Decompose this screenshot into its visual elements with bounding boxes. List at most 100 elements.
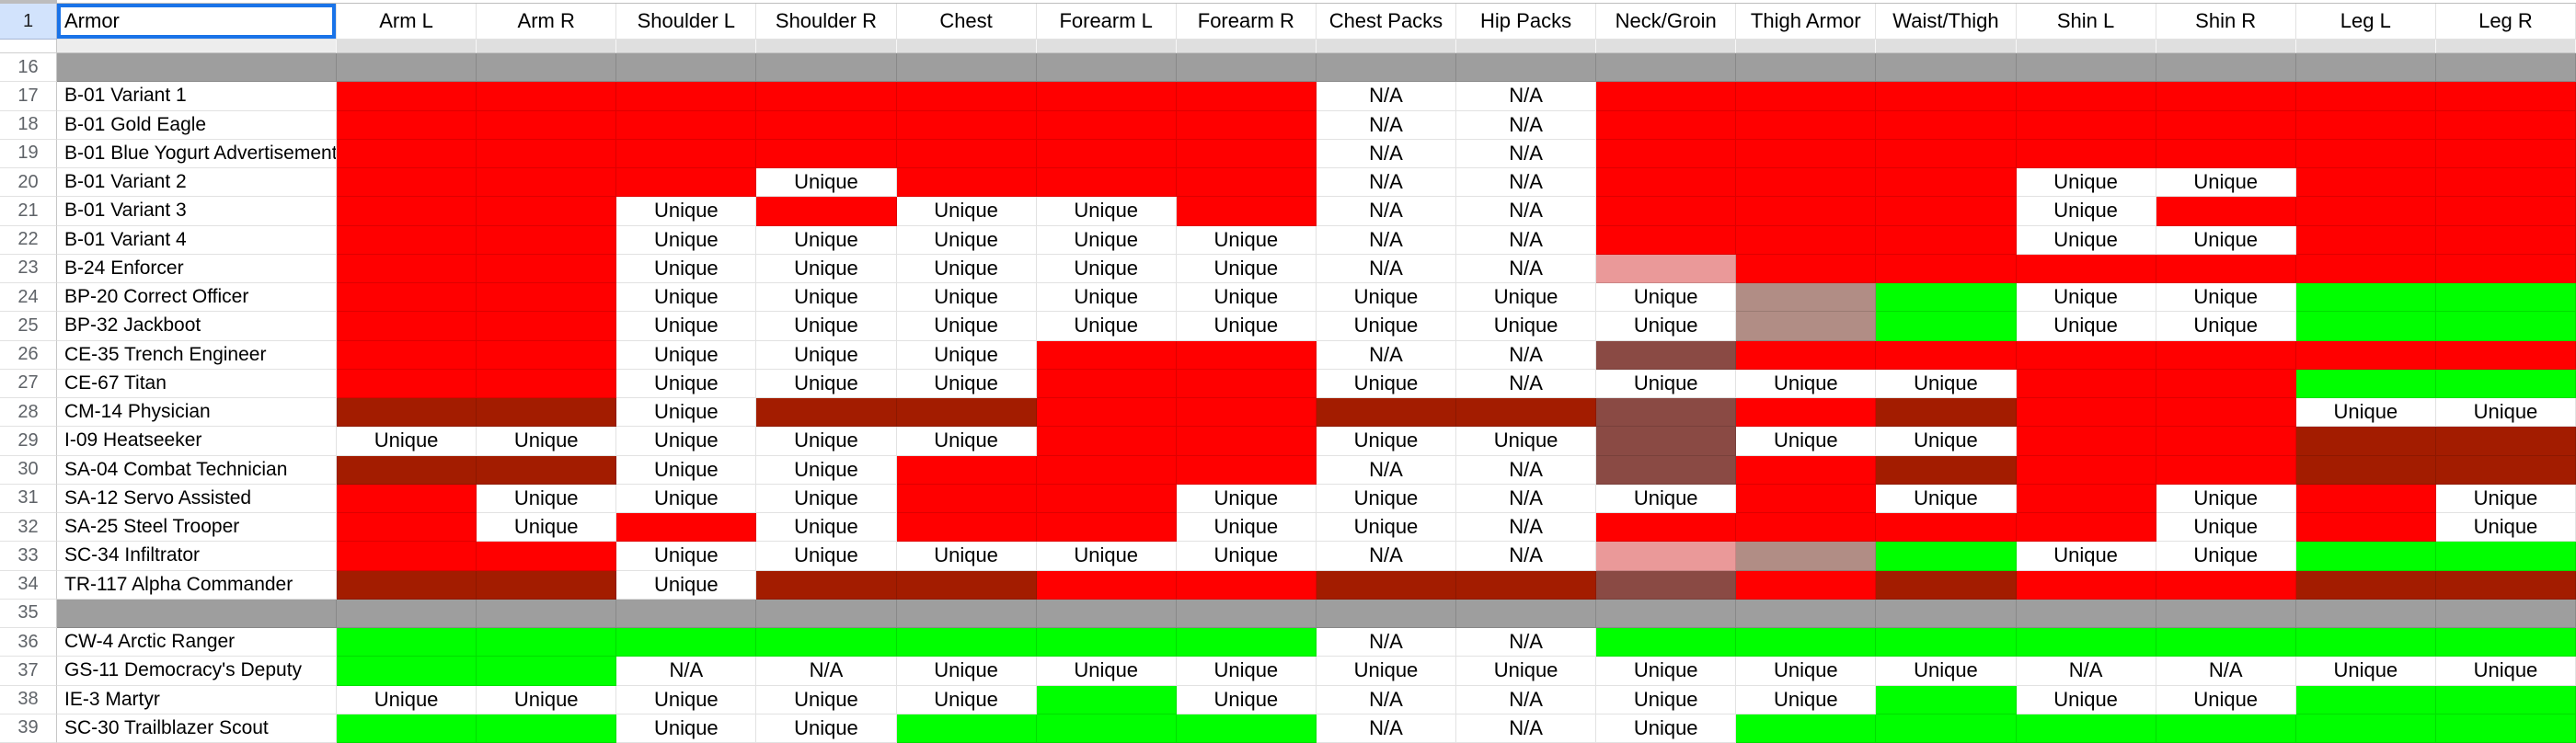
sheet-cell[interactable]: [1456, 570, 1597, 600]
sheet-cell[interactable]: [1176, 110, 1317, 140]
sheet-cell[interactable]: Unique: [2156, 283, 2296, 313]
armor-name-cell[interactable]: B-01 Variant 3: [57, 197, 337, 226]
sheet-cell[interactable]: [896, 168, 1037, 198]
sheet-cell[interactable]: [477, 110, 617, 140]
sheet-cell[interactable]: N/A: [1316, 139, 1456, 168]
sheet-cell[interactable]: Unique: [896, 254, 1037, 283]
sheet-cell[interactable]: N/A: [1316, 455, 1456, 485]
sheet-cell[interactable]: [1176, 197, 1317, 226]
spacer-cell[interactable]: [337, 599, 477, 628]
column-header-arm-l[interactable]: Arm L: [337, 4, 477, 40]
sheet-cell[interactable]: [477, 139, 617, 168]
sheet-cell[interactable]: [1596, 225, 1737, 255]
row-header[interactable]: 31: [0, 484, 57, 513]
sheet-cell[interactable]: N/A: [1456, 484, 1597, 513]
sheet-cell[interactable]: [1736, 168, 1877, 198]
sheet-cell[interactable]: Unique: [1036, 542, 1177, 571]
sheet-cell[interactable]: [2156, 714, 2296, 743]
spacer-cell[interactable]: [1316, 53, 1456, 83]
armor-name-cell[interactable]: SC-30 Trailblazer Scout: [57, 714, 337, 743]
sheet-cell[interactable]: Unique: [616, 254, 757, 283]
sheet-cell[interactable]: [1736, 513, 1877, 543]
sheet-cell[interactable]: N/A: [1316, 225, 1456, 255]
sheet-cell[interactable]: Unique: [756, 513, 897, 543]
sheet-cell[interactable]: Unique: [756, 340, 897, 370]
column-header-chest-packs[interactable]: Chest Packs: [1316, 4, 1456, 40]
sheet-cell[interactable]: [1596, 139, 1737, 168]
column-header-leg-l[interactable]: Leg L: [2295, 4, 2436, 40]
sheet-cell[interactable]: [896, 139, 1037, 168]
row-header[interactable]: 36: [0, 628, 57, 657]
sheet-cell[interactable]: [1736, 225, 1877, 255]
sheet-cell[interactable]: Unique: [2016, 283, 2156, 313]
sheet-cell[interactable]: [337, 312, 477, 341]
sheet-cell[interactable]: N/A: [2156, 657, 2296, 686]
sheet-cell[interactable]: [2295, 225, 2436, 255]
column-header-shoulder-r[interactable]: Shoulder R: [756, 4, 897, 40]
sheet-cell[interactable]: [1876, 628, 2017, 657]
armor-name-cell[interactable]: B-01 Variant 2: [57, 168, 337, 198]
armor-name-cell[interactable]: B-01 Blue Yogurt Advertisement: [57, 139, 337, 168]
sheet-cell[interactable]: Unique: [1596, 312, 1737, 341]
sheet-cell[interactable]: Unique: [1736, 685, 1877, 714]
sheet-cell[interactable]: [1876, 685, 2017, 714]
sheet-cell[interactable]: [2016, 139, 2156, 168]
sheet-cell[interactable]: [1316, 398, 1456, 428]
spacer-cell[interactable]: [477, 599, 617, 628]
sheet-cell[interactable]: Unique: [896, 657, 1037, 686]
row-header[interactable]: 27: [0, 369, 57, 398]
sheet-cell[interactable]: [1876, 340, 2017, 370]
row-header[interactable]: 26: [0, 340, 57, 370]
sheet-cell[interactable]: Unique: [896, 340, 1037, 370]
sheet-cell[interactable]: [1876, 283, 2017, 313]
sheet-cell[interactable]: Unique: [1176, 283, 1317, 313]
sheet-cell[interactable]: [2295, 628, 2436, 657]
spacer-cell[interactable]: [57, 599, 337, 628]
sheet-cell[interactable]: Unique: [756, 714, 897, 743]
sheet-cell[interactable]: [337, 139, 477, 168]
sheet-cell[interactable]: Unique: [1876, 427, 2017, 456]
sheet-cell[interactable]: Unique: [896, 197, 1037, 226]
sheet-cell[interactable]: [616, 168, 757, 198]
sheet-cell[interactable]: [2435, 455, 2576, 485]
sheet-cell[interactable]: [2156, 82, 2296, 111]
sheet-cell[interactable]: Unique: [1176, 542, 1317, 571]
column-header-thigh-armor[interactable]: Thigh Armor: [1736, 4, 1877, 40]
sheet-cell[interactable]: [2435, 139, 2576, 168]
sheet-cell[interactable]: Unique: [616, 197, 757, 226]
armor-name-cell[interactable]: B-01 Variant 4: [57, 225, 337, 255]
sheet-cell[interactable]: Unique: [1316, 427, 1456, 456]
sheet-cell[interactable]: [337, 168, 477, 198]
sheet-cell[interactable]: Unique: [616, 369, 757, 398]
spacer-cell[interactable]: [1316, 599, 1456, 628]
sheet-cell[interactable]: Unique: [896, 283, 1037, 313]
sheet-cell[interactable]: Unique: [1596, 283, 1737, 313]
sheet-cell[interactable]: Unique: [1176, 513, 1317, 543]
sheet-cell[interactable]: [2435, 225, 2576, 255]
row-header[interactable]: 25: [0, 312, 57, 341]
sheet-cell[interactable]: [2435, 168, 2576, 198]
sheet-cell[interactable]: Unique: [477, 427, 617, 456]
row-header[interactable]: 23: [0, 254, 57, 283]
sheet-cell[interactable]: Unique: [337, 427, 477, 456]
column-header-neck-groin[interactable]: Neck/Groin: [1596, 4, 1737, 40]
sheet-cell[interactable]: [2295, 254, 2436, 283]
sheet-cell[interactable]: [2295, 340, 2436, 370]
sheet-cell[interactable]: [2156, 197, 2296, 226]
column-header-shin-r[interactable]: Shin R: [2156, 4, 2296, 40]
sheet-cell[interactable]: [477, 254, 617, 283]
sheet-cell[interactable]: [1036, 484, 1177, 513]
spacer-cell[interactable]: [57, 53, 337, 83]
sheet-cell[interactable]: [337, 340, 477, 370]
sheet-cell[interactable]: [337, 110, 477, 140]
sheet-cell[interactable]: N/A: [1316, 254, 1456, 283]
sheet-cell[interactable]: [2435, 628, 2576, 657]
sheet-cell[interactable]: Unique: [477, 685, 617, 714]
sheet-cell[interactable]: N/A: [1456, 628, 1597, 657]
sheet-cell[interactable]: [1596, 197, 1737, 226]
sheet-cell[interactable]: N/A: [1456, 369, 1597, 398]
sheet-cell[interactable]: [1876, 254, 2017, 283]
sheet-cell[interactable]: Unique: [1036, 197, 1177, 226]
spacer-cell[interactable]: [896, 599, 1037, 628]
sheet-cell[interactable]: Unique: [756, 542, 897, 571]
